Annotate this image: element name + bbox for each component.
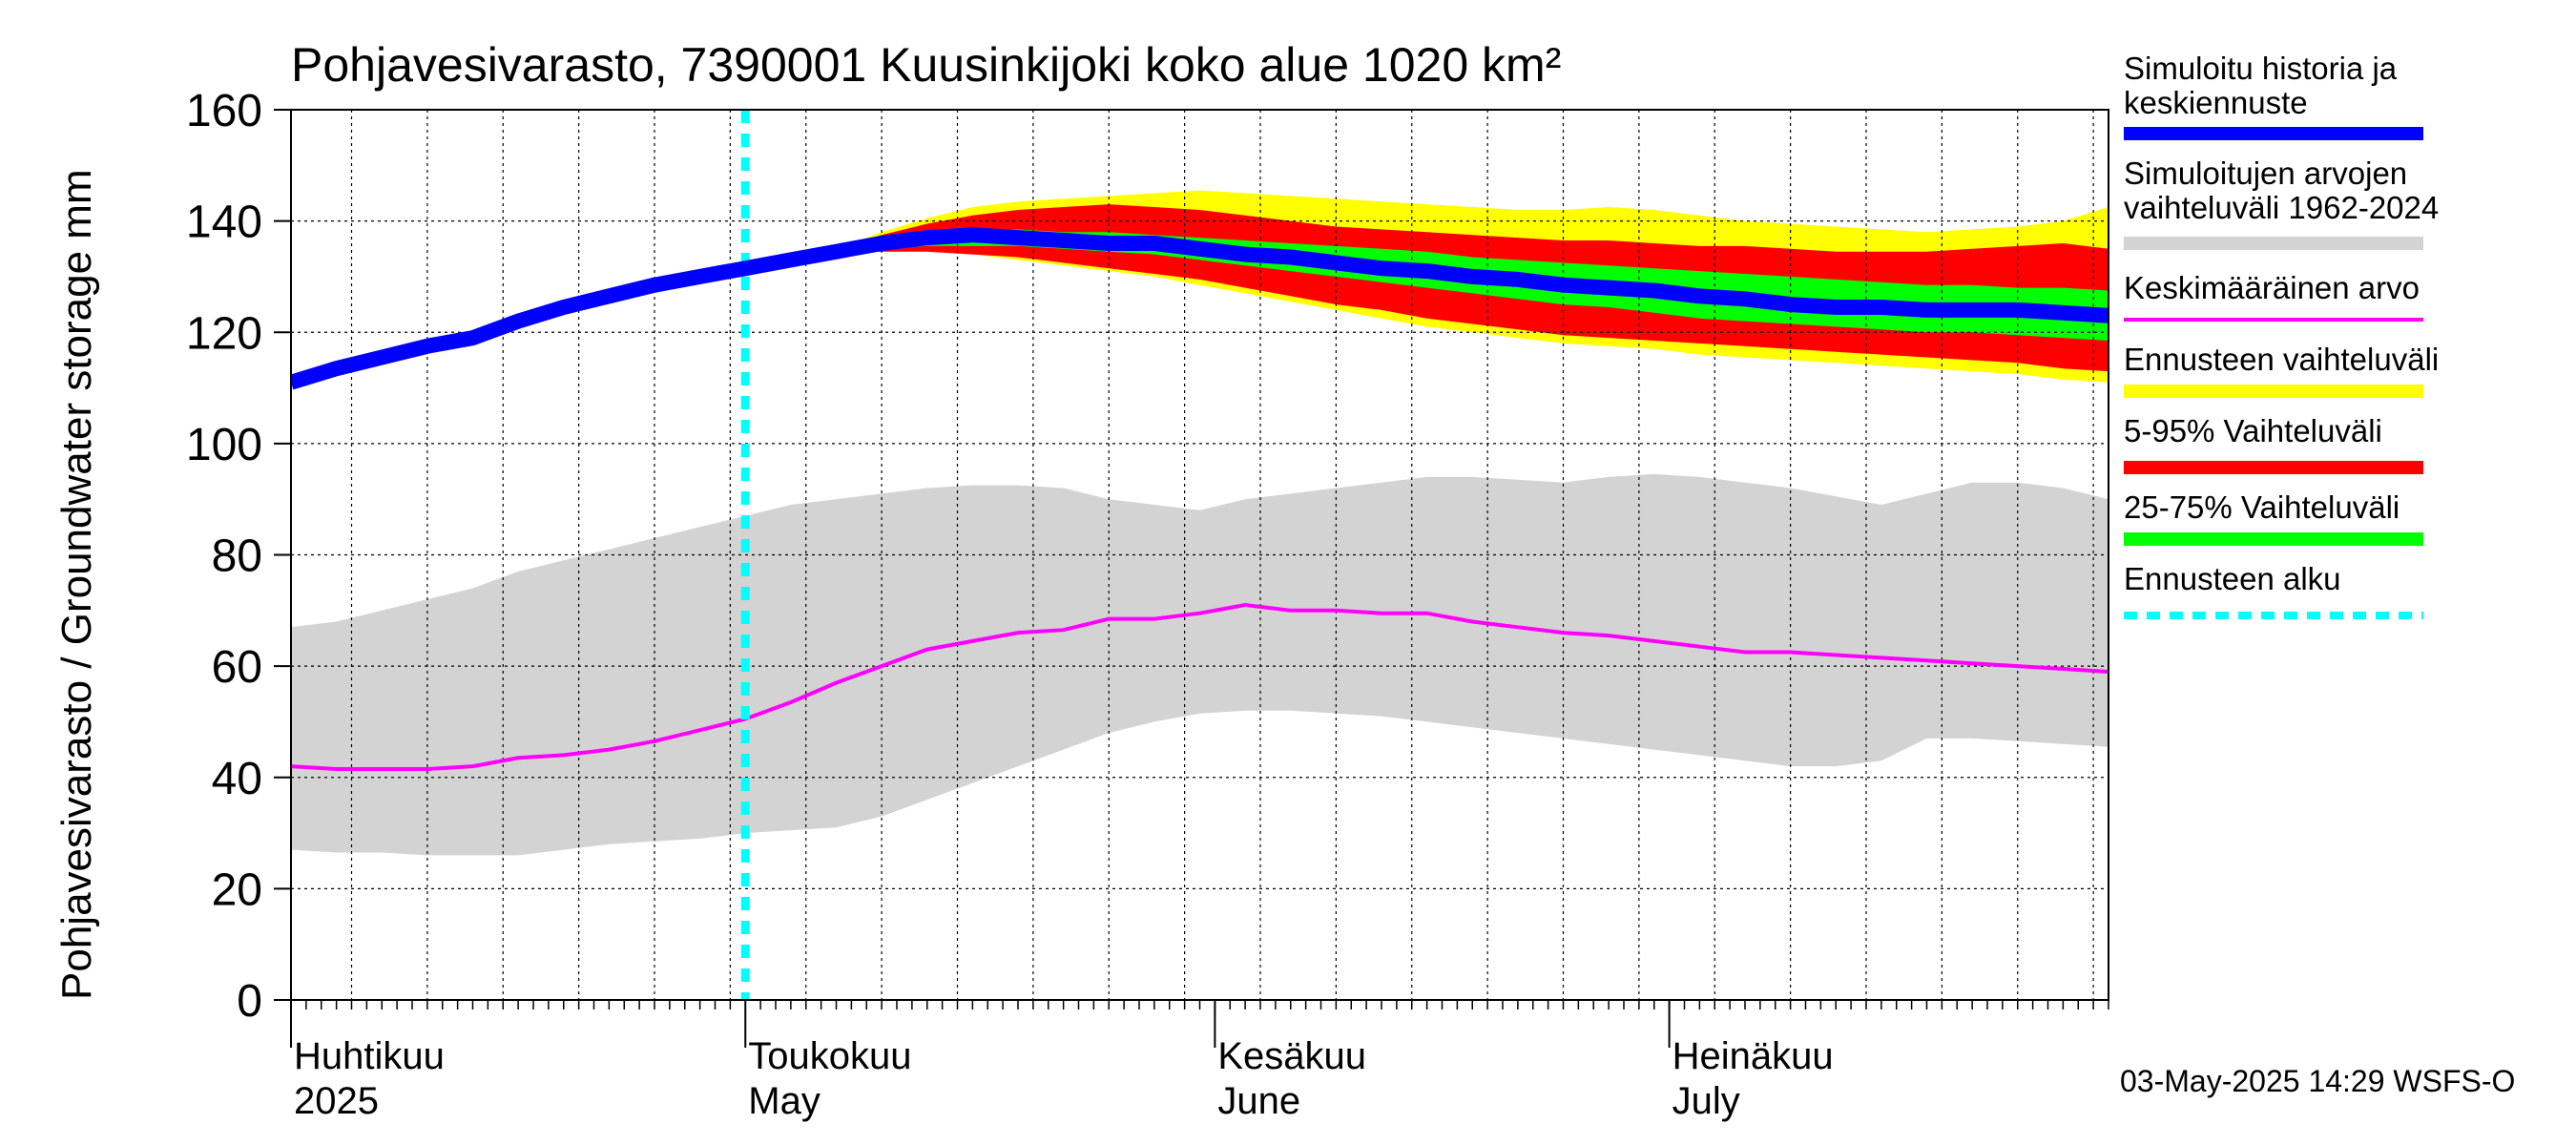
grid	[291, 110, 2109, 1000]
y-tick-label: 80	[212, 531, 262, 582]
y-tick-label: 0	[237, 976, 262, 1027]
y-tick-label: 140	[186, 198, 262, 248]
legend-label: Simuloitujen arvojen	[2124, 156, 2407, 191]
y-tick-label: 160	[186, 86, 262, 136]
simulated-line	[291, 227, 2109, 390]
legend-label: Ennusteen alku	[2124, 561, 2341, 596]
y-tick-label: 20	[212, 864, 262, 915]
y-axis-label: Pohjavesivarasto / Groundwater storage m…	[53, 169, 100, 1000]
month-label-en: May	[748, 1080, 821, 1122]
chart-title: Pohjavesivarasto, 7390001 Kuusinkijoki k…	[291, 38, 1561, 92]
footer-timestamp: 03-May-2025 14:29 WSFS-O	[2120, 1064, 2515, 1098]
y-tick-label: 40	[212, 754, 262, 804]
y-axis: 0 20 40 60 80 100 120 140 160	[186, 86, 291, 1027]
mean-line	[291, 602, 2109, 771]
y-tick-label: 60	[212, 642, 262, 693]
lines-layer	[291, 110, 2109, 1000]
legend-label: Ennusteen vaihteluväli	[2124, 342, 2439, 377]
legend-label: 5-95% Vaihteluväli	[2124, 413, 2382, 448]
legend-label: vaihteluväli 1962-2024	[2124, 190, 2439, 225]
month-label-en: June	[1217, 1080, 1300, 1122]
legend-label: Simuloitu historia ja	[2124, 51, 2398, 86]
y-tick-label: 100	[186, 420, 262, 470]
month-label-fi: Toukokuu	[748, 1035, 911, 1077]
month-label-fi: Kesäkuu	[1217, 1035, 1366, 1077]
month-label-en: 2025	[294, 1080, 379, 1122]
history-range-band	[291, 473, 2109, 856]
legend-label: 25-75% Vaihteluväli	[2124, 489, 2399, 525]
legend-label: keskiennuste	[2124, 85, 2308, 120]
legend-label: Keskimääräinen arvo	[2124, 270, 2420, 305]
month-label-fi: Huhtikuu	[294, 1035, 445, 1077]
y-tick-label: 120	[186, 308, 262, 359]
month-label-en: July	[1672, 1080, 1740, 1122]
month-label-fi: Heinäkuu	[1672, 1035, 1834, 1077]
